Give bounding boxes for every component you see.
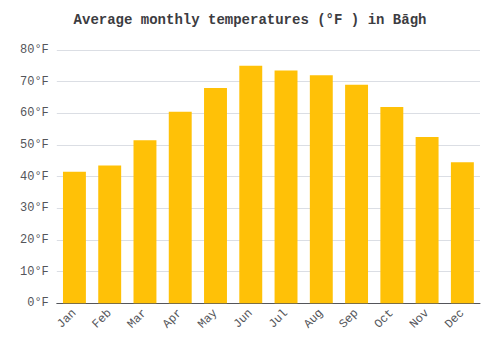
svg-text:60°F: 60°F — [20, 106, 49, 120]
svg-text:Nov: Nov — [407, 306, 432, 331]
svg-text:Dec: Dec — [442, 306, 467, 331]
svg-text:Jan: Jan — [54, 306, 79, 331]
svg-text:Mar: Mar — [125, 306, 150, 331]
svg-text:0°F: 0°F — [27, 296, 49, 310]
svg-text:Sep: Sep — [336, 306, 361, 331]
svg-text:Aug: Aug — [301, 306, 326, 331]
svg-text:20°F: 20°F — [20, 233, 49, 247]
svg-text:Feb: Feb — [89, 306, 114, 331]
svg-text:40°F: 40°F — [20, 170, 49, 184]
svg-text:Average monthly temperatures (: Average monthly temperatures (°F ) in Bā… — [74, 12, 427, 28]
svg-text:70°F: 70°F — [20, 75, 49, 89]
svg-text:Apr: Apr — [160, 306, 185, 331]
svg-text:Jun: Jun — [231, 306, 256, 331]
svg-text:50°F: 50°F — [20, 138, 49, 152]
svg-text:Oct: Oct — [372, 306, 397, 331]
svg-text:30°F: 30°F — [20, 201, 49, 215]
svg-text:80°F: 80°F — [20, 43, 49, 57]
svg-text:10°F: 10°F — [20, 265, 49, 279]
svg-text:Jul: Jul — [266, 306, 291, 331]
svg-text:May: May — [195, 306, 220, 331]
